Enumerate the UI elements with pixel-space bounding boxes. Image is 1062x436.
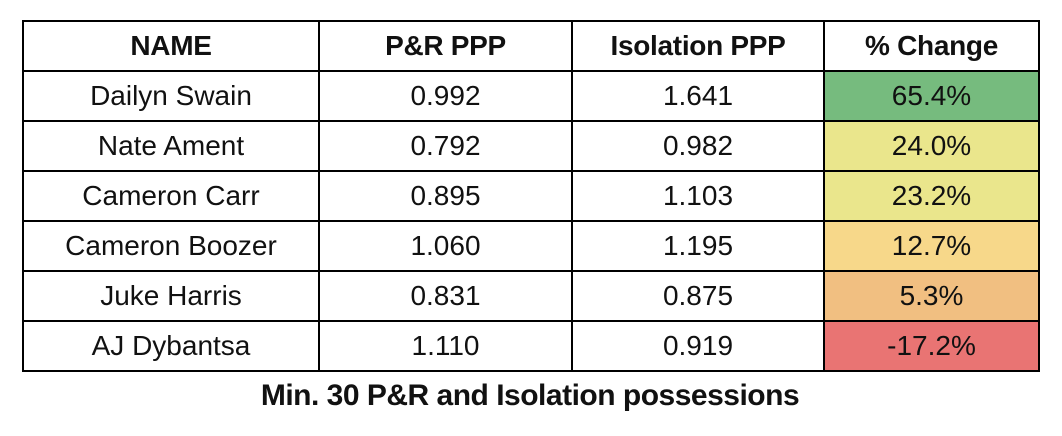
pct-change-cell: 5.3% xyxy=(823,270,1040,322)
header-row: NAME P&R PPP Isolation PPP % Change xyxy=(22,20,1040,72)
player-name-cell: Nate Ament xyxy=(22,120,320,172)
table-row: Nate Ament 0.792 0.982 24.0% xyxy=(22,120,1040,172)
pct-change-cell: 24.0% xyxy=(823,120,1040,172)
table-row: Cameron Boozer 1.060 1.195 12.7% xyxy=(22,220,1040,272)
ppp-comparison-table: NAME P&R PPP Isolation PPP % Change Dail… xyxy=(22,20,1040,372)
player-name-cell: Cameron Carr xyxy=(22,170,320,222)
table-row: AJ Dybantsa 1.110 0.919 -17.2% xyxy=(22,320,1040,372)
iso-ppp-cell: 0.875 xyxy=(571,270,825,322)
iso-ppp-cell: 1.103 xyxy=(571,170,825,222)
pct-change-cell: 12.7% xyxy=(823,220,1040,272)
iso-ppp-cell: 0.919 xyxy=(571,320,825,372)
table-row: Juke Harris 0.831 0.875 5.3% xyxy=(22,270,1040,322)
pct-change-cell: -17.2% xyxy=(823,320,1040,372)
table-row: Dailyn Swain 0.992 1.641 65.4% xyxy=(22,70,1040,122)
col-header-pct-change: % Change xyxy=(823,20,1040,72)
col-header-name: NAME xyxy=(22,20,320,72)
pr-ppp-cell: 0.895 xyxy=(318,170,573,222)
pr-ppp-cell: 0.831 xyxy=(318,270,573,322)
table-row: Cameron Carr 0.895 1.103 23.2% xyxy=(22,170,1040,222)
player-name-cell: Juke Harris xyxy=(22,270,320,322)
pr-ppp-cell: 1.060 xyxy=(318,220,573,272)
pr-ppp-cell: 0.792 xyxy=(318,120,573,172)
col-header-pr-ppp: P&R PPP xyxy=(318,20,573,72)
player-name-cell: Dailyn Swain xyxy=(22,70,320,122)
player-name-cell: AJ Dybantsa xyxy=(22,320,320,372)
pct-change-cell: 23.2% xyxy=(823,170,1040,222)
pct-change-cell: 65.4% xyxy=(823,70,1040,122)
table-caption: Min. 30 P&R and Isolation possessions xyxy=(260,379,800,412)
iso-ppp-cell: 0.982 xyxy=(571,120,825,172)
pr-ppp-cell: 1.110 xyxy=(318,320,573,372)
iso-ppp-cell: 1.195 xyxy=(571,220,825,272)
pr-ppp-cell: 0.992 xyxy=(318,70,573,122)
iso-ppp-cell: 1.641 xyxy=(571,70,825,122)
col-header-iso-ppp: Isolation PPP xyxy=(571,20,825,72)
player-name-cell: Cameron Boozer xyxy=(22,220,320,272)
